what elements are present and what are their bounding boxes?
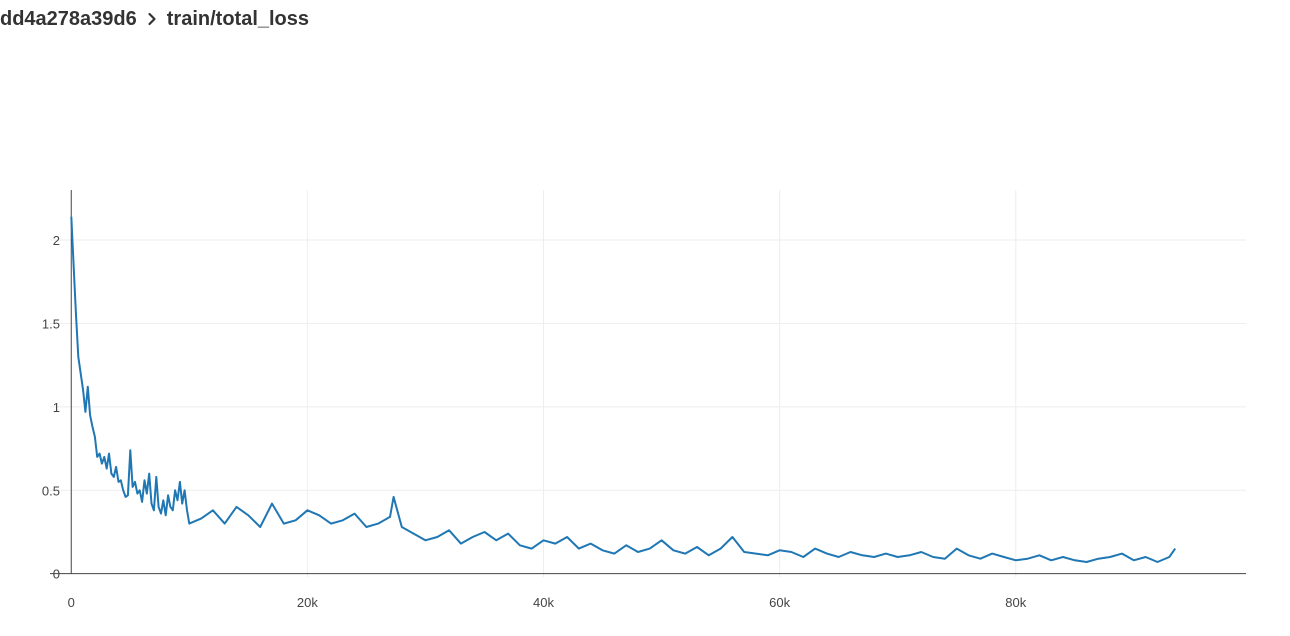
x-tick-label: 40k: [533, 595, 554, 610]
page-title: train/total_loss: [166, 7, 310, 30]
chevron-right-icon-glyph: [148, 12, 156, 26]
breadcrumb-parent-link[interactable]: dd4a278a39d6: [0, 7, 137, 30]
y-tick-label: 1.5: [42, 316, 60, 331]
chart-series: [70, 216, 1177, 563]
chart-axes: [50, 190, 1246, 575]
y-tick-1.5: 1.5: [42, 316, 60, 331]
chevron-right-icon: [137, 12, 167, 26]
x-tick-label: 60k: [769, 595, 790, 610]
series-line-0: [70, 216, 1177, 563]
chart-ticks: 0 20k 40k 60k 80k 0 0.5 1 1.5 2: [42, 233, 1027, 610]
chart-grid: [50, 190, 1246, 577]
y-tick-label: 0.5: [42, 483, 60, 498]
y-tick-0.5: 0.5: [42, 483, 60, 498]
x-tick-0: 0: [68, 595, 75, 610]
y-tick-2: 2: [53, 233, 60, 248]
x-tick-label: 80k: [1005, 595, 1026, 610]
x-tick-label: 20k: [297, 595, 318, 610]
y-tick-0: 0: [53, 567, 60, 582]
x-tick-label: 0: [68, 595, 75, 610]
y-tick-1: 1: [53, 400, 60, 415]
x-tick-80k: 80k: [1005, 595, 1026, 610]
y-tick-label: 1: [53, 400, 60, 415]
y-tick-label: 0: [53, 567, 60, 582]
breadcrumb: dd4a278a39d6 train/total_loss: [0, 6, 309, 32]
x-tick-40k: 40k: [533, 595, 554, 610]
x-tick-20k: 20k: [297, 595, 318, 610]
y-tick-label: 2: [53, 233, 60, 248]
x-tick-60k: 60k: [769, 595, 790, 610]
